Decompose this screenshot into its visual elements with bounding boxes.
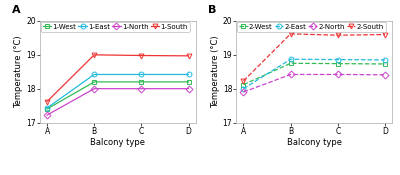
Line: 1-West: 1-West	[45, 79, 191, 111]
1-North	[186, 88, 191, 90]
Line: 1-East: 1-East	[45, 72, 191, 110]
1-East	[45, 107, 50, 109]
Line: 1-South: 1-South	[45, 52, 191, 104]
Line: 2-South: 2-South	[241, 32, 387, 83]
1-North	[139, 88, 144, 90]
Legend: 2-West, 2-East, 2-North, 2-South: 2-West, 2-East, 2-North, 2-South	[237, 22, 386, 32]
Line: 2-West: 2-West	[241, 61, 387, 87]
Line: 2-East: 2-East	[241, 57, 387, 91]
Y-axis label: Temperature (°C): Temperature (°C)	[211, 35, 220, 108]
1-North	[92, 88, 97, 90]
2-South	[382, 33, 387, 36]
1-South	[45, 100, 50, 103]
1-East	[139, 73, 144, 75]
Legend: 1-West, 1-East, 1-North, 1-South: 1-West, 1-East, 1-North, 1-South	[41, 22, 190, 32]
1-West	[45, 108, 50, 110]
Line: 1-North: 1-North	[45, 86, 191, 117]
Text: B: B	[208, 5, 217, 15]
2-East	[382, 59, 387, 61]
2-North	[382, 74, 387, 76]
2-West	[382, 63, 387, 65]
2-North	[335, 73, 340, 75]
1-North	[45, 114, 50, 116]
1-West	[139, 81, 144, 83]
Text: A: A	[12, 5, 21, 15]
1-East	[92, 73, 97, 75]
2-South	[241, 80, 246, 82]
Y-axis label: Temperature (°C): Temperature (°C)	[14, 35, 24, 108]
X-axis label: Balcony type: Balcony type	[90, 138, 145, 148]
1-West	[92, 81, 97, 83]
2-West	[335, 63, 340, 65]
2-East	[288, 58, 293, 60]
2-South	[288, 33, 293, 35]
2-West	[241, 83, 246, 86]
2-East	[241, 88, 246, 90]
X-axis label: Balcony type: Balcony type	[287, 138, 342, 148]
2-North	[288, 73, 293, 75]
Line: 2-North: 2-North	[241, 72, 387, 94]
2-West	[288, 62, 293, 64]
1-East	[186, 73, 191, 75]
2-East	[335, 58, 340, 61]
1-South	[186, 55, 191, 57]
2-South	[335, 34, 340, 36]
1-South	[92, 54, 97, 56]
2-North	[241, 91, 246, 93]
1-South	[139, 54, 144, 57]
1-West	[186, 81, 191, 83]
